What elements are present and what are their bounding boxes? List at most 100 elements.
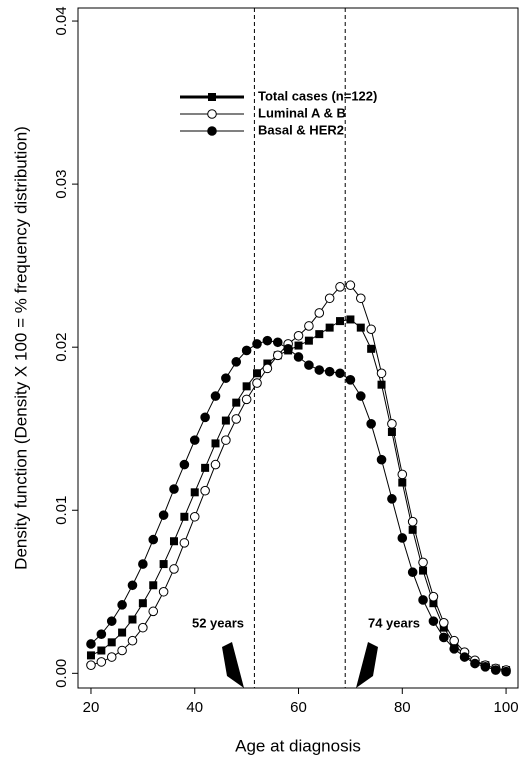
data-point [138, 622, 148, 633]
data-point [314, 365, 325, 375]
data-point [252, 339, 262, 349]
x-tick-label: 80 [394, 699, 411, 716]
data-point [117, 645, 127, 656]
data-point [324, 366, 335, 377]
data-point [138, 599, 147, 608]
plot-frame [77, 7, 519, 689]
data-point [128, 615, 137, 624]
data-point [241, 394, 252, 405]
data-point [148, 534, 159, 545]
data-point [200, 485, 210, 496]
data-point [86, 651, 95, 660]
data-point [501, 666, 511, 677]
data-point [407, 516, 418, 527]
data-point [314, 308, 325, 318]
data-point [189, 435, 200, 445]
data-point [117, 600, 127, 610]
x-tick-label: 20 [83, 699, 100, 716]
data-point [201, 463, 210, 472]
data-point [221, 373, 231, 383]
data-point [127, 580, 138, 591]
x-tick-label: 100 [494, 699, 519, 716]
data-point [241, 345, 252, 356]
data-point [242, 382, 251, 391]
data-point [169, 484, 179, 494]
data-point [97, 646, 106, 655]
data-point [221, 435, 231, 445]
legend-marker [207, 126, 217, 136]
data-point [138, 559, 148, 569]
data-point [148, 606, 159, 617]
data-point [387, 427, 396, 436]
data-point [366, 419, 376, 429]
data-point [263, 359, 272, 368]
data-point [459, 652, 470, 662]
data-point [179, 538, 190, 548]
data-point [272, 337, 283, 348]
data-point [180, 512, 189, 521]
data-point [149, 581, 158, 590]
data-point [355, 293, 366, 304]
y-tick-label: 0.02 [53, 333, 70, 362]
data-point [159, 560, 168, 569]
data-point [304, 360, 314, 370]
data-point [211, 439, 220, 448]
y-tick-label: 0.03 [53, 170, 70, 199]
data-point [293, 352, 304, 362]
data-point [210, 459, 221, 470]
data-point [335, 282, 345, 292]
data-point [210, 391, 221, 401]
data-point [419, 566, 428, 575]
data-point [428, 616, 439, 626]
data-point [106, 616, 117, 626]
data-point [315, 330, 324, 339]
y-tick-label: 0.00 [53, 659, 70, 688]
data-point [377, 380, 386, 389]
data-point [106, 652, 117, 662]
data-point [253, 369, 262, 378]
y-tick-label: 0.01 [53, 496, 70, 525]
data-point [158, 510, 169, 520]
data-point [398, 478, 407, 487]
data-point [397, 469, 408, 480]
data-point [189, 511, 200, 522]
data-point [480, 662, 491, 672]
data-point [324, 293, 335, 304]
data-point [387, 494, 397, 504]
data-point [231, 357, 242, 367]
data-point [283, 344, 293, 354]
data-point [96, 657, 107, 667]
data-point [221, 416, 230, 425]
data-point [345, 280, 356, 291]
data-point [86, 660, 96, 670]
data-point [190, 488, 199, 497]
annotation: 74 years [368, 615, 420, 630]
data-point [428, 591, 439, 602]
data-point [470, 658, 480, 669]
data-point [407, 567, 418, 578]
data-point [356, 323, 365, 332]
data-point [408, 525, 417, 534]
data-point [86, 639, 96, 649]
data-point [376, 454, 387, 465]
data-point [345, 374, 356, 385]
data-point [355, 391, 366, 401]
data-point [252, 378, 262, 388]
data-point [304, 336, 313, 345]
x-axis-title: Age at diagnosis [235, 736, 361, 755]
legend-marker [208, 93, 216, 101]
data-point [439, 623, 448, 632]
data-point [231, 414, 242, 424]
data-point [367, 344, 376, 353]
data-point [158, 586, 169, 597]
data-point [335, 368, 345, 379]
arrow [222, 642, 244, 688]
data-point [179, 459, 190, 470]
annotation: 52 years [192, 615, 244, 630]
data-point [118, 628, 127, 637]
data-point [439, 617, 449, 628]
data-point [272, 350, 283, 361]
data-point [336, 317, 345, 326]
